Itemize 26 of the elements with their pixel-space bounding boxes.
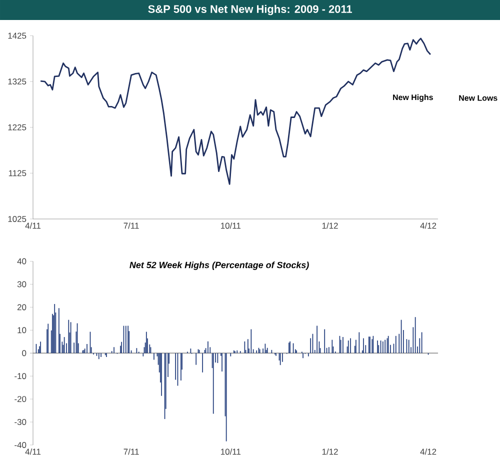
x-tick-label: 4/12 [420,448,436,455]
x-tick-label: 7/11 [124,222,139,229]
x-tick-label: 4/12 [420,222,436,229]
y-tick-label: -30 [14,419,26,426]
x-tick-label: 4/11 [25,448,41,455]
y-tick-label: 10 [18,327,26,334]
x-tick-label: 4/11 [25,222,41,229]
x-tick-label: 1/12 [322,448,338,455]
y-tick-label: 0 [22,350,26,356]
y-tick-label: 1425 [8,32,26,39]
x-tick-label: 10/11 [221,222,241,229]
y-tick-label: -20 [14,396,26,402]
y-tick-label: 1025 [8,216,26,222]
y-tick-label: 1125 [8,170,26,176]
y-tick-label: -10 [14,373,26,380]
y-tick-label: 30 [17,281,26,288]
x-tick-label: 10/11 [221,448,241,455]
y-tick-label: 40 [17,258,26,264]
x-tick-label: 1/12 [322,222,338,229]
y-tick-label: 20 [17,304,26,310]
y-tick-label: 1325 [8,78,26,85]
y-tick-label: -40 [14,442,26,448]
chart-title: Net 52 Week Highs (Percentage of Stocks) [130,262,309,270]
y-tick-label: 1225 [8,124,26,130]
x-tick-label: 7/11 [124,448,139,455]
chart-title: S&P 500 vs Net New Highs: 2009 - 2011 [148,4,352,16]
